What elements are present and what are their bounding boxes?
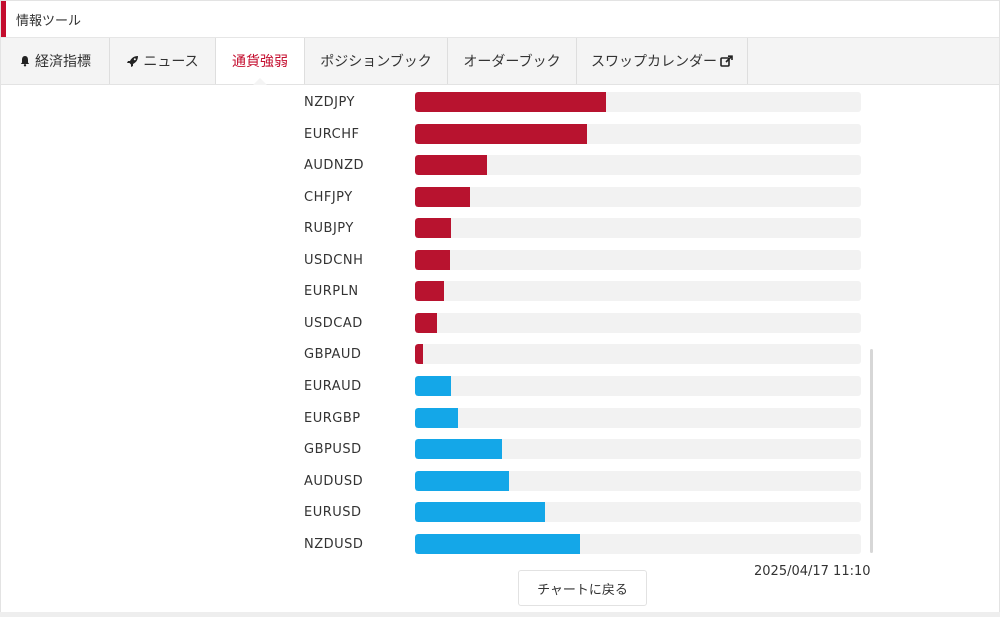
currency-pair-label: USDCNH [304,252,364,268]
strength-bar-fill [415,186,470,207]
strength-bar-fill [415,470,510,491]
strength-bar-fill [415,502,545,523]
strength-bar-track [415,439,861,460]
strength-bar-fill [415,155,487,176]
title-accent [1,1,6,37]
strength-bar-track [415,533,861,554]
strength-bar-fill [415,344,424,365]
strength-row: EURGBP [1,407,999,429]
strength-bar-track [415,281,861,302]
currency-pair-label: CHFJPY [304,189,353,205]
currency-strength-list: NZDJPY EURCHF AUDNZD CHFJPY RUBJPY USDCNH EURP… [1,85,999,565]
tab-label: 経済指標 [35,54,91,70]
tab-swap-calendar[interactable]: スワップカレンダー [577,38,748,84]
strength-bar-track [415,249,861,270]
strength-bar-fill [415,533,581,554]
strength-row: AUDUSD [1,470,999,492]
strength-row: EURUSD [1,501,999,523]
currency-pair-label: AUDUSD [304,473,364,489]
tab-label: ニュース [143,54,199,70]
strength-bar-fill [415,375,452,396]
tab-currency-strength[interactable]: 通貨強弱 [216,38,305,85]
strength-row: EURAUD [1,375,999,397]
strength-bar-track [415,375,861,396]
tab-label: ポジションブック [320,54,432,70]
currency-pair-label: EURAUD [304,378,362,394]
title-bar: 情報ツール [1,1,999,38]
currency-pair-label: EURPLN [304,284,359,300]
strength-bar-track [415,407,861,428]
strength-bar-fill [415,281,444,302]
updated-timestamp: 2025/04/17 11:10 [754,564,871,579]
external-link-icon [720,55,733,67]
strength-bar-track [415,470,861,491]
strength-bar-fill [415,92,606,112]
strength-row: NZDUSD [1,533,999,555]
strength-row: CHFJPY [1,186,999,208]
strength-row: NZDJPY [1,91,999,113]
tab-label: 通貨強弱 [232,54,288,70]
strength-bar-track [415,92,861,112]
scrollbar[interactable] [870,349,873,553]
tab-news[interactable]: ニュース [110,38,216,84]
currency-pair-label: AUDNZD [304,158,365,174]
strength-row: GBPAUD [1,343,999,365]
strength-bar-fill [415,407,459,428]
currency-pair-label: GBPUSD [304,442,362,458]
strength-bar-track [415,186,861,207]
currency-pair-label: GBPAUD [304,347,362,363]
strength-bar-fill [415,249,450,270]
currency-pair-label: EURUSD [304,505,362,521]
strength-bar-track [415,344,861,365]
strength-row: GBPUSD [1,438,999,460]
strength-row: RUBJPY [1,217,999,239]
currency-pair-label: RUBJPY [304,221,354,237]
currency-pair-label: USDCAD [304,315,363,331]
strength-row: USDCAD [1,312,999,334]
tab-label: オーダーブック [463,54,561,70]
strength-bar-track [415,312,861,333]
tab-position-book[interactable]: ポジションブック [305,38,448,84]
strength-bar-fill [415,123,587,144]
tab-label: スワップカレンダー [591,54,717,70]
strength-row: AUDNZD [1,154,999,176]
strength-bar-fill [415,439,502,460]
tab-economic-indicators[interactable]: 経済指標 [1,38,110,84]
strength-bar-track [415,155,861,176]
strength-bar-fill [415,312,437,333]
back-to-chart-button[interactable]: チャートに戻る [518,570,647,606]
page-title: 情報ツール [16,14,82,29]
currency-pair-label: NZDJPY [304,95,355,110]
tab-bar: 経済指標 ニュース 通貨強弱 ポジションブック オーダーブック スワップカレンダ… [1,38,999,85]
strength-row: USDCNH [1,249,999,271]
strength-bar-track [415,502,861,523]
currency-pair-label: EURCHF [304,126,360,142]
tab-order-book[interactable]: オーダーブック [448,38,577,84]
strength-row: EURCHF [1,123,999,145]
currency-pair-label: NZDUSD [304,536,364,552]
strength-bar-track [415,218,861,239]
bell-icon [19,55,31,67]
strength-bar-fill [415,218,451,239]
strength-row: EURPLN [1,280,999,302]
strength-bar-track [415,123,861,144]
bottom-bar [0,612,1000,617]
rocket-icon [126,55,139,68]
currency-pair-label: EURGBP [304,410,361,426]
